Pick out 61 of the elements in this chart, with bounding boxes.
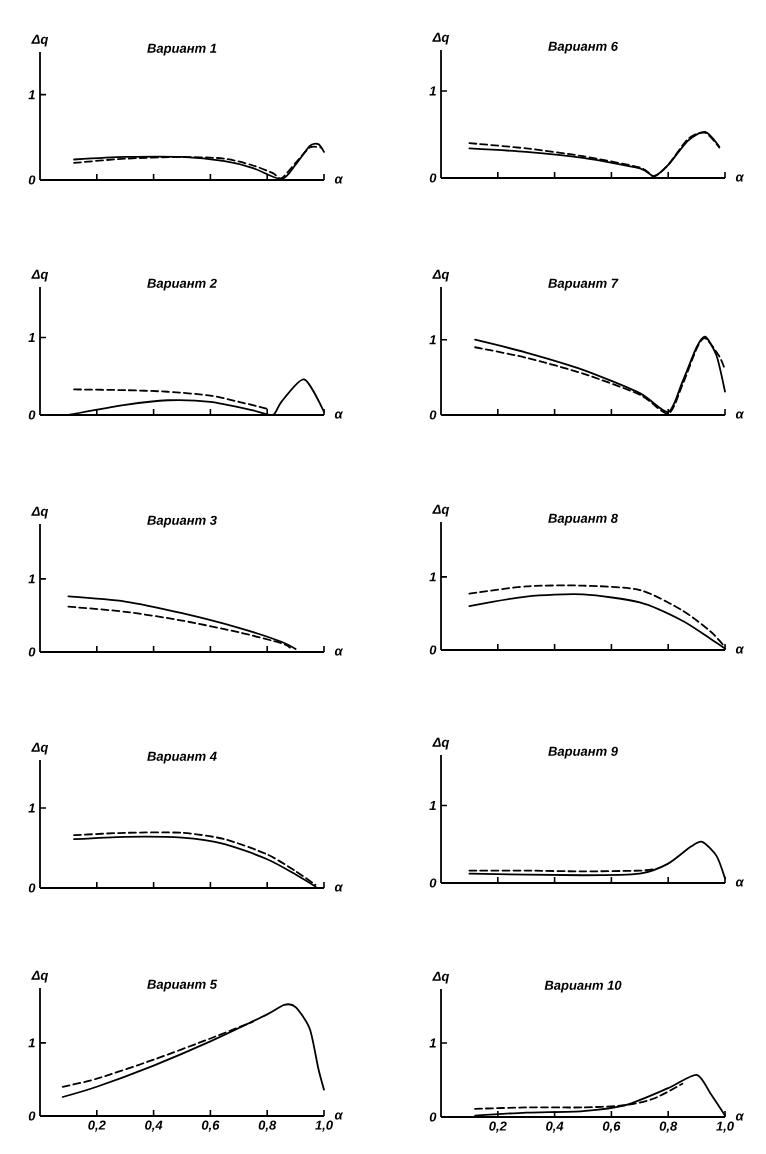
y-axis-title: Δq bbox=[432, 504, 450, 517]
chart-title: Вариант 1 bbox=[147, 43, 217, 56]
y-tick-label: 1 bbox=[429, 86, 436, 96]
x-tick-label: 0,6 bbox=[602, 1121, 621, 1133]
x-tick-label: 0,8 bbox=[659, 1121, 678, 1133]
x-axis-title: α bbox=[735, 174, 745, 182]
y-axis-title: Δq bbox=[432, 737, 450, 750]
x-tick-label: 1,0 bbox=[716, 1121, 734, 1133]
chart-title: Вариант 3 bbox=[147, 515, 217, 528]
y-axis-title: Δq bbox=[432, 32, 450, 45]
y-tick-label: 0 bbox=[429, 410, 437, 420]
y-axis-title: Δq bbox=[31, 34, 49, 47]
y-tick-label: 0 bbox=[429, 645, 437, 655]
x-tick-label: 0,6 bbox=[201, 1120, 220, 1132]
y-tick-label: 0 bbox=[28, 410, 36, 420]
chart-title: Вариант 7 bbox=[548, 278, 619, 291]
x-axis-title: α bbox=[735, 879, 745, 887]
y-tick-label: 0 bbox=[429, 1112, 437, 1122]
x-tick-label: 0,2 bbox=[489, 1121, 507, 1133]
x-tick-label: 0,4 bbox=[145, 1120, 163, 1132]
x-axis-title: α bbox=[735, 411, 745, 419]
y-axis-title: Δq bbox=[31, 506, 49, 519]
x-tick-label: 0,8 bbox=[258, 1120, 277, 1132]
y-tick-label: 1 bbox=[28, 90, 35, 100]
y-tick-label: 0 bbox=[28, 175, 36, 185]
x-axis-title: α bbox=[334, 176, 344, 184]
x-axis-title: α bbox=[334, 884, 344, 892]
y-tick-label: 1 bbox=[429, 335, 436, 345]
y-tick-label: 0 bbox=[28, 883, 36, 893]
y-tick-label: 1 bbox=[28, 1038, 35, 1048]
x-axis-title: α bbox=[334, 648, 344, 656]
x-tick-label: 1,0 bbox=[315, 1120, 333, 1132]
y-tick-label: 0 bbox=[28, 1111, 36, 1121]
x-tick-label: 0,2 bbox=[88, 1120, 106, 1132]
y-tick-label: 0 bbox=[429, 878, 437, 888]
chart-title: Вариант 9 bbox=[548, 746, 618, 759]
y-tick-label: 1 bbox=[28, 332, 35, 342]
y-tick-label: 1 bbox=[429, 800, 436, 810]
x-axis-title: α bbox=[735, 1113, 745, 1121]
chart-title: Вариант 5 bbox=[147, 979, 218, 992]
chart-title: Вариант 6 bbox=[548, 41, 619, 54]
chart-title: Вариант 4 bbox=[147, 751, 217, 764]
y-axis-title: Δq bbox=[432, 971, 450, 984]
chart-title: Вариант 2 bbox=[147, 278, 217, 291]
y-tick-label: 1 bbox=[429, 572, 436, 582]
y-tick-label: 1 bbox=[429, 1038, 436, 1048]
chart-title: Вариант 10 bbox=[544, 980, 622, 993]
x-axis-title: α bbox=[735, 646, 745, 654]
y-tick-label: 0 bbox=[28, 647, 36, 657]
x-axis-title: α bbox=[334, 1112, 344, 1120]
y-axis-title: Δq bbox=[31, 742, 49, 755]
line-series bbox=[61, 1003, 325, 1098]
chart-title: Вариант 8 bbox=[548, 513, 618, 526]
x-tick-label: 0,4 bbox=[546, 1121, 564, 1133]
y-axis-title: Δq bbox=[432, 269, 450, 282]
x-axis-title: α bbox=[334, 411, 344, 419]
y-tick-label: 1 bbox=[28, 803, 35, 813]
y-tick-label: 0 bbox=[429, 173, 437, 183]
y-axis-title: Δq bbox=[31, 269, 49, 282]
y-tick-label: 1 bbox=[28, 574, 35, 584]
y-axis-title: Δq bbox=[31, 970, 49, 983]
